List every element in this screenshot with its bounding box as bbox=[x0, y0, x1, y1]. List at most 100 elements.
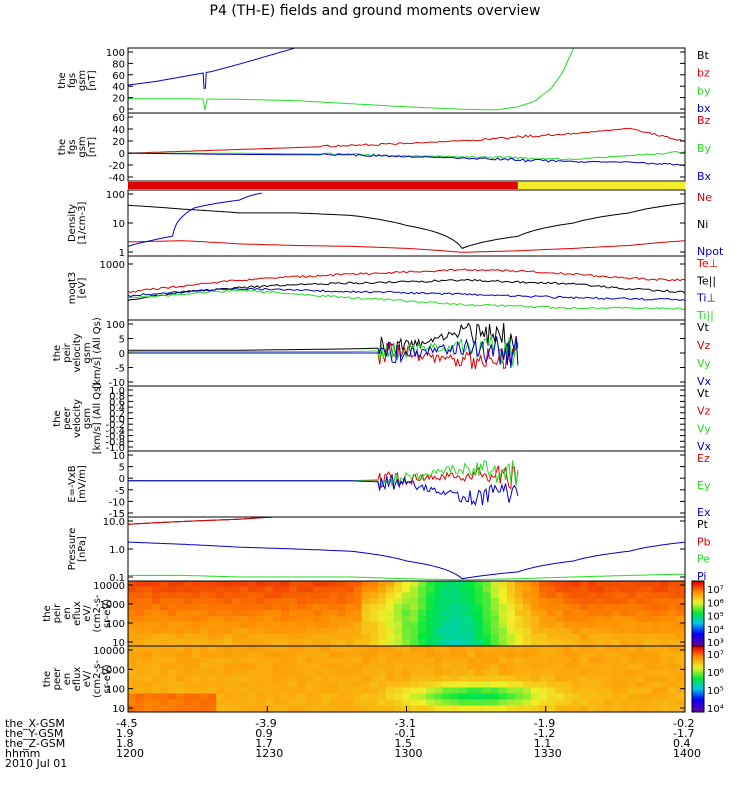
y-tick-label: 0.1 bbox=[109, 573, 125, 584]
y-tick-label: 0 bbox=[119, 105, 125, 116]
panel-frame bbox=[127, 516, 686, 582]
legend-entry: Ey bbox=[697, 479, 711, 492]
series-group bbox=[128, 517, 685, 581]
panel-4: 100 10 1 Density [1/cm-3] Ne Ni Npot bbox=[67, 189, 724, 259]
y-axis-label: [nPa] bbox=[77, 536, 88, 562]
series-pb bbox=[128, 517, 273, 525]
series-by bbox=[128, 48, 575, 111]
panel-5: 1000 moqt3 [eV] Te⊥ Te|| Ti⊥ Ti|| bbox=[67, 255, 718, 322]
status-segment-1 bbox=[128, 182, 518, 189]
orbit-value: 1.5 bbox=[394, 737, 413, 750]
y-axis-label: gsm bbox=[77, 136, 88, 157]
y-tick-label: 60 bbox=[112, 71, 125, 82]
y-tick-label: -40 bbox=[109, 173, 125, 184]
y-tick-label: 10 bbox=[112, 451, 125, 462]
series-npot bbox=[128, 192, 262, 247]
y-axis-label: E=-VxB bbox=[67, 465, 78, 502]
y-axis-label: gsm bbox=[82, 342, 93, 363]
orbit-value: 0.9 bbox=[255, 727, 273, 740]
y-tick-label: 100 bbox=[106, 320, 125, 331]
legend-entry: Vt bbox=[697, 321, 710, 334]
y-axis-label: gsm bbox=[77, 70, 88, 91]
y-tick-label: 100 bbox=[106, 685, 125, 696]
y-axis-label: the bbox=[52, 410, 63, 426]
y-tick-label: 0.2 bbox=[109, 409, 125, 420]
series-vt bbox=[128, 322, 519, 357]
y-tick-label: 10.0 bbox=[103, 517, 125, 528]
y-tick-label: -10 bbox=[109, 497, 125, 508]
y-tick-label: 10000 bbox=[93, 646, 125, 657]
colorbar-tick-label: 10⁵ bbox=[707, 686, 724, 697]
orbit-value: 1300 bbox=[394, 747, 423, 760]
y-axis-label: eV/ bbox=[82, 670, 93, 687]
y-tick-label: -0.6 bbox=[105, 432, 125, 443]
y-tick-label: 1 bbox=[119, 248, 125, 259]
y-tick-label: 20 bbox=[112, 94, 125, 105]
y-tick-label: 1000 bbox=[100, 260, 125, 271]
legend-entry: bx bbox=[697, 102, 711, 115]
legend-entry: Npot bbox=[697, 245, 724, 258]
y-axis-label: the bbox=[57, 139, 68, 155]
series-ti bbox=[128, 289, 685, 311]
y-tick-label: -20 bbox=[109, 161, 125, 172]
y-tick-label: 100 bbox=[106, 190, 125, 201]
orbit-value: -4.5 bbox=[116, 717, 138, 730]
legend-entry: Vy bbox=[697, 357, 711, 370]
y-axis-label: eflux bbox=[72, 601, 83, 626]
spectrogram-11 bbox=[128, 646, 685, 712]
legend-entry: Ti|| bbox=[696, 309, 714, 322]
series-bz bbox=[128, 127, 685, 154]
colorbar-11: 10⁷ 10⁶ 10⁵ 10⁴ bbox=[691, 645, 724, 715]
panel-frame bbox=[127, 385, 686, 452]
panel-11: 10⁷ 10⁶ 10⁵ 10⁴ 10000 1000 100 10 the peer en eflux… bbox=[42, 645, 724, 715]
legend-entry: Vx bbox=[697, 440, 712, 453]
y-axis-label: the bbox=[42, 671, 53, 687]
legend-entry: Vz bbox=[697, 339, 711, 352]
legend-entry: Bx bbox=[697, 170, 712, 183]
legend-entry: Pi bbox=[697, 570, 706, 583]
y-axis-label: sr-eV) bbox=[102, 664, 113, 693]
series-group bbox=[128, 192, 685, 253]
y-axis-label: the bbox=[42, 605, 53, 621]
y-tick-label: 0 bbox=[119, 474, 125, 485]
orbit-value: -0.2 bbox=[673, 717, 695, 730]
y-tick-label: 10 bbox=[112, 219, 125, 230]
series-group bbox=[128, 322, 519, 370]
y-tick-label: 10 bbox=[112, 704, 125, 715]
series-group bbox=[128, 460, 519, 507]
panel-frame bbox=[127, 189, 686, 257]
y-axis-label: the bbox=[57, 72, 68, 88]
y-axis-label: Density bbox=[67, 204, 78, 242]
orbit-value: 1400 bbox=[673, 747, 701, 760]
orbit-value: -1.9 bbox=[533, 717, 556, 730]
orbit-value: 1.8 bbox=[116, 737, 134, 750]
y-axis-label: peir bbox=[62, 342, 73, 362]
legend-entry: Vy bbox=[697, 422, 711, 435]
y-tick-label: 100 bbox=[106, 48, 125, 59]
series-group bbox=[128, 127, 685, 167]
y-tick-label: 1.0 bbox=[109, 386, 125, 397]
orbit-row-label: the_Z-GSM bbox=[5, 737, 66, 750]
y-tick-label: 40 bbox=[112, 82, 125, 93]
orbit-value: -3.9 bbox=[255, 717, 277, 730]
colorbar-tick-label: 10³ bbox=[707, 638, 724, 649]
series-te bbox=[128, 268, 685, 294]
series-group bbox=[128, 48, 575, 111]
legend-entry: Bz bbox=[697, 114, 711, 127]
orbit-value: -1.7 bbox=[673, 727, 695, 740]
y-tick-label: 0.4 bbox=[109, 403, 125, 414]
legend-entry: Te|| bbox=[696, 274, 716, 287]
y-tick-label: -10 bbox=[109, 378, 125, 389]
y-tick-label: -0.8 bbox=[105, 437, 125, 448]
legend-entry: Ni bbox=[697, 218, 708, 231]
legend-entry: Te⊥ bbox=[696, 257, 718, 270]
series-pe bbox=[128, 573, 685, 581]
spectrogram-10 bbox=[128, 581, 685, 646]
series-ne bbox=[128, 240, 685, 253]
date-label: 2010 Jul 01 bbox=[5, 757, 68, 770]
y-axis-label: fgs bbox=[67, 73, 78, 88]
y-tick-label: 1.0 bbox=[109, 545, 125, 556]
series-bx bbox=[128, 152, 685, 167]
y-axis-label: [nT] bbox=[87, 70, 98, 90]
